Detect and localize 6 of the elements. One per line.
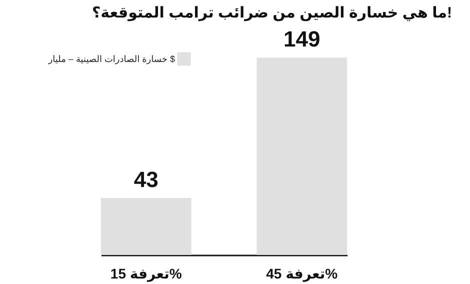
data-label: 43 bbox=[134, 167, 158, 192]
chart-title: ما هي خسارة الصين من ضرائب ترامب المتوقعة؟! bbox=[92, 4, 452, 22]
legend-label: خسارة الصادرات الصينية – مليار $ bbox=[47, 54, 175, 65]
x-tick-label: تعرفة 15% bbox=[110, 266, 182, 282]
data-label: 149 bbox=[283, 26, 320, 52]
x-tick-label: تعرفة 45% bbox=[266, 266, 338, 282]
